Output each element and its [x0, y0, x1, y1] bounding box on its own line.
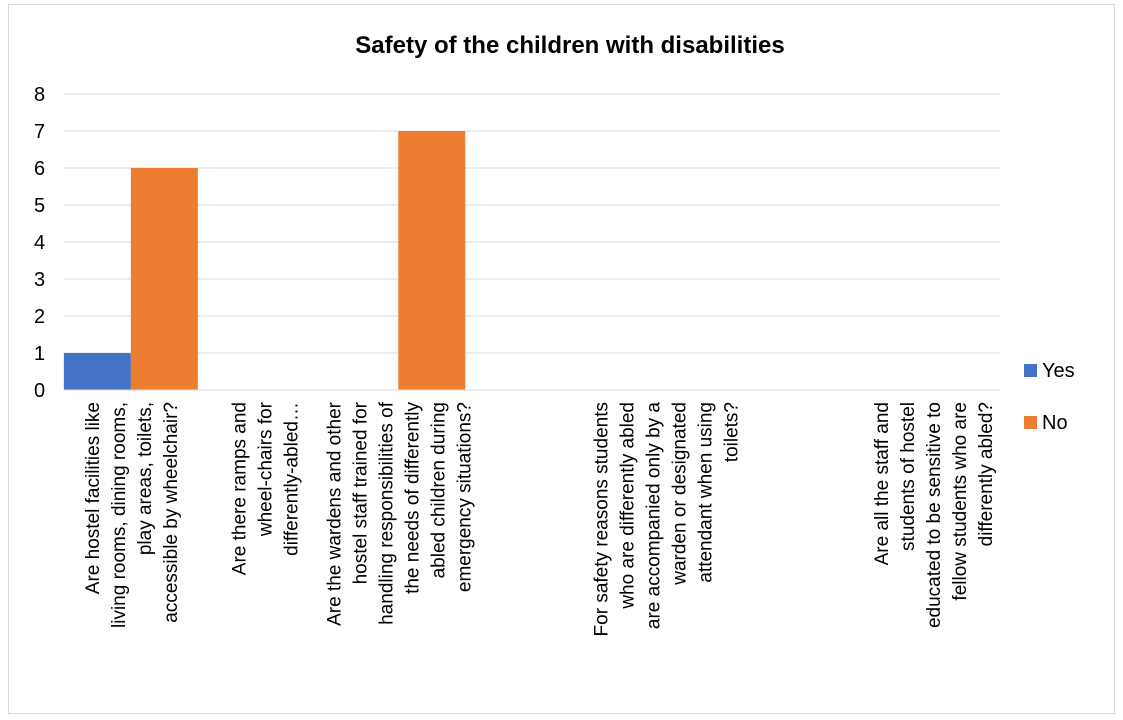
x-category-label-line: Are there ramps and	[230, 402, 251, 575]
x-category-label-line: abled children during	[428, 402, 449, 578]
y-tick-label: 5	[34, 195, 45, 217]
x-category-label-line: wheel-chairs for	[256, 401, 277, 537]
bar-yes-0	[63, 353, 131, 390]
y-tick-label: 7	[34, 121, 45, 143]
y-tick-label: 0	[34, 380, 45, 402]
x-category-label-line: Are all the staff and	[872, 402, 893, 565]
x-category-label-line: the needs of differently	[402, 402, 423, 594]
chart-title: Safety of the children with disabilities	[355, 32, 784, 59]
x-category-label-line: living rooms, dining rooms,	[109, 402, 130, 628]
x-category-label-line: fellow students who are	[950, 402, 971, 601]
x-category-label-line: accessible by wheelchair?	[161, 402, 182, 623]
bar-no-0	[130, 168, 198, 390]
x-category-label-line: differently abled?	[976, 402, 997, 546]
legend: Yes No	[1024, 360, 1075, 434]
y-tick-label: 6	[34, 158, 45, 180]
category-labels: Are hostel facilities like living rooms, …	[83, 401, 997, 636]
x-category-label-line: students of hostel	[898, 402, 919, 551]
x-category-label-line: handling responsibilities of	[376, 401, 397, 625]
y-tick-label: 3	[34, 269, 45, 291]
x-category-label-line: Are hostel facilities like	[83, 402, 104, 594]
legend-label-yes: Yes	[1042, 360, 1075, 382]
x-category-label-line: emergency situations?	[454, 402, 475, 592]
bar-no-2	[398, 131, 466, 390]
x-category-label-line: For safety reasons students	[592, 402, 613, 636]
gridlines	[64, 93, 1000, 354]
x-category-label-line: differently-abled…	[282, 402, 303, 556]
legend-swatch-no	[1024, 416, 1037, 429]
x-category-label-line: are accompanied only by a	[644, 402, 665, 630]
x-category-label-line: warden or designated	[670, 402, 691, 586]
legend-swatch-yes	[1024, 364, 1037, 377]
x-category-label-line: play areas, toilets,	[135, 402, 156, 555]
x-category-label-line: Are the wardens and other	[324, 401, 345, 626]
x-category-label-line: toilets?	[722, 402, 743, 462]
y-tick-label: 1	[34, 343, 45, 365]
legend-label-no: No	[1042, 412, 1068, 434]
y-tick-label: 8	[34, 84, 45, 106]
x-category-label-line: hostel staff trained for	[350, 401, 371, 584]
x-category-label-line: attendant when using	[696, 402, 717, 583]
x-category-label-line: educated to be sensitive to	[924, 402, 945, 628]
y-axis-ticks: 0 1 2 3 4 5 6 7 8	[34, 84, 45, 402]
x-category-label-line: who are differently abled	[618, 402, 639, 610]
y-tick-label: 4	[34, 232, 45, 254]
bars	[63, 131, 466, 390]
y-tick-label: 2	[34, 306, 45, 328]
